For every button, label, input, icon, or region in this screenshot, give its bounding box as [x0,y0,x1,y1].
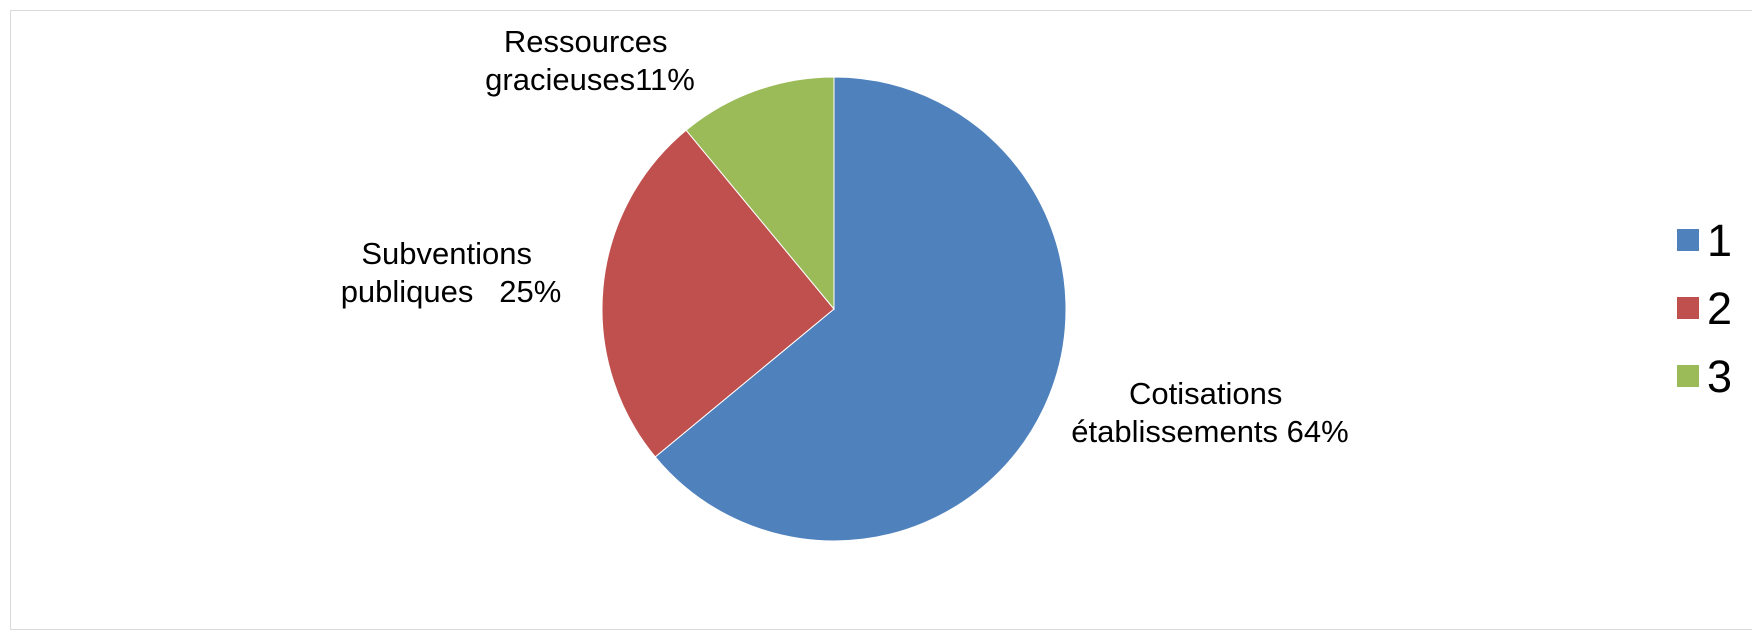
slice-label-1-line-1: Cotisations [1129,376,1282,411]
legend-entry-3: 3 [1677,351,1732,402]
slice-label-1-line-2: établissements 64% [1071,414,1348,449]
slice-label-3: Ressources gracieuses11% [485,24,695,97]
legend-swatch-1 [1677,229,1699,251]
legend-swatch-2 [1677,297,1699,319]
slice-label-3-line-1: Ressources [504,24,668,59]
pie-slice-2 [601,129,835,458]
pie-slice-1 [654,76,1067,542]
pie-chart: Cotisations établissements 64% Subventio… [341,24,1732,542]
legend-entry-1: 1 [1677,215,1732,266]
slice-label-1: Cotisations établissements 64% [1071,376,1348,449]
legend-swatch-3 [1677,365,1699,387]
legend-entry-2: 2 [1677,283,1732,334]
slice-labels: Cotisations établissements 64% Subventio… [341,24,1349,449]
slice-label-2-line-1: Subventions [361,236,532,271]
legend-label-2: 2 [1707,283,1732,334]
legend: 1 2 3 [1677,215,1732,402]
slice-label-3-line-2: gracieuses11% [485,62,695,97]
legend-label-3: 3 [1707,351,1732,402]
pie-slices [601,76,1067,542]
legend-label-1: 1 [1707,215,1732,266]
pie-slice-3 [685,76,835,311]
slice-label-2-line-2: publiques 25% [341,274,562,309]
slice-label-2: Subventions publiques 25% [341,236,562,309]
